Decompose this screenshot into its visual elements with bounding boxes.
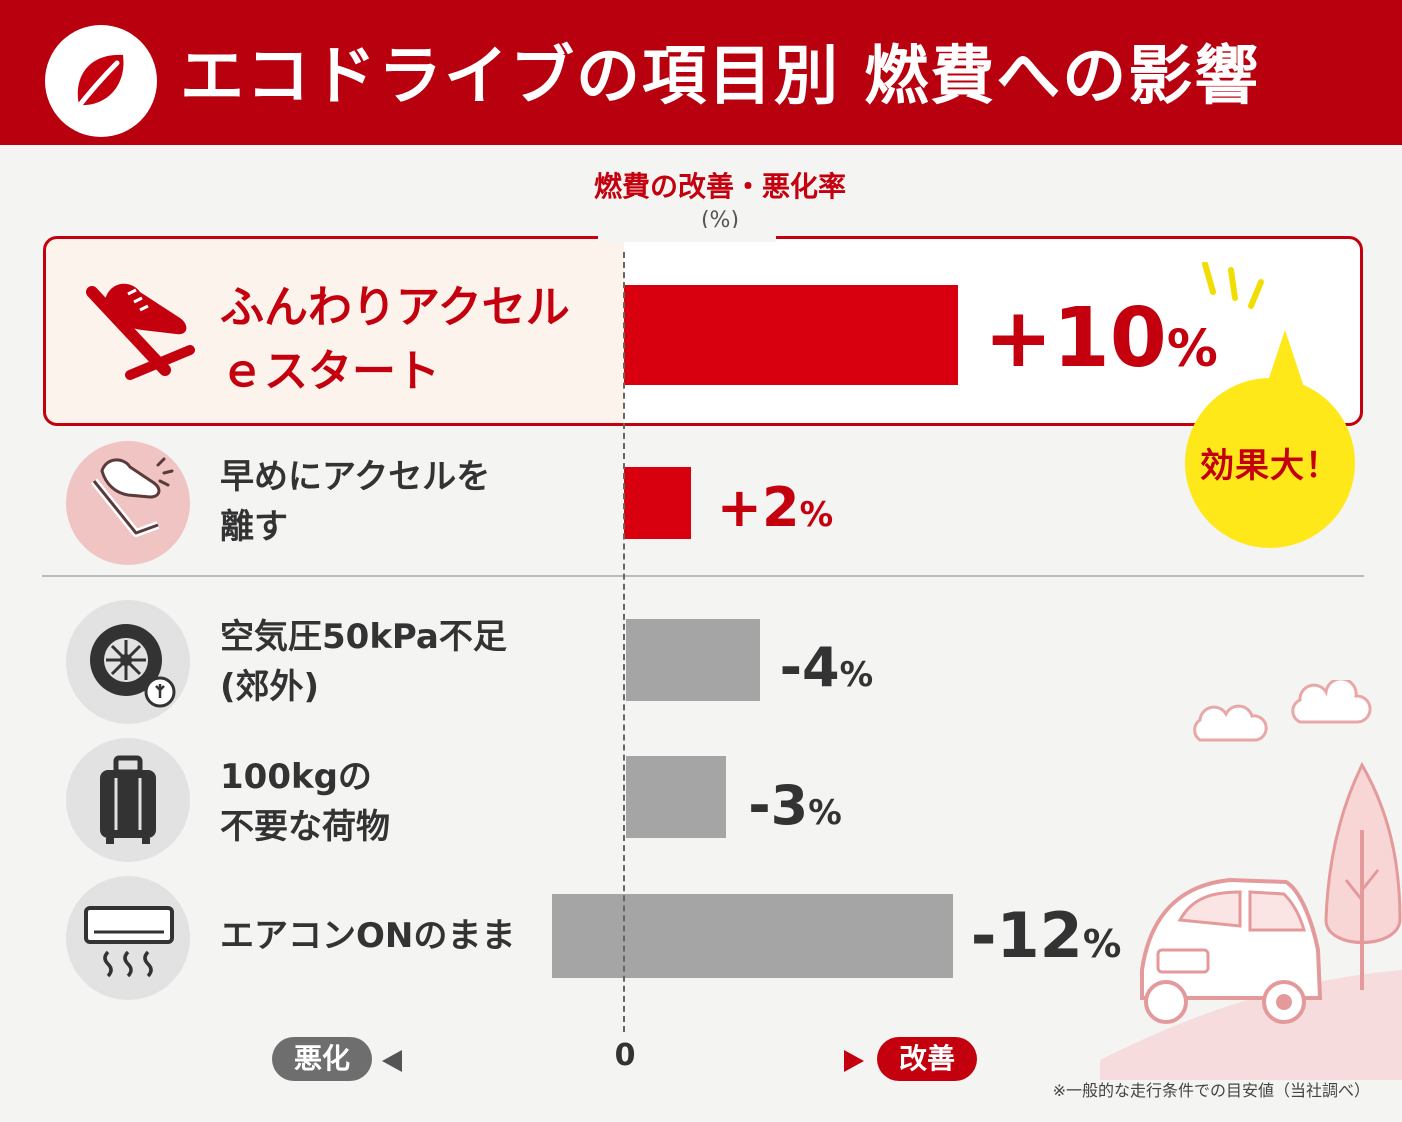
value-label-4: -12% [970,899,1122,972]
value-label-2: -4% [779,636,874,699]
chart-title: 燃費の改善・悪化率 [593,170,846,203]
category-label-0: ふんわりアクセル ｅスタート [220,282,570,397]
badge-tail [1255,330,1315,404]
value-label-1: +2% [716,476,834,539]
leaf-icon [45,25,157,137]
sparkle-rays-icon [1195,261,1275,326]
tire-icon [66,600,190,724]
bar-2 [626,619,760,701]
car-scenery-illustration [1100,677,1402,1084]
bar-3 [626,756,727,838]
better-label: 改善 [877,1037,977,1081]
section-divider [42,575,1364,577]
zero-tick-label: 0 [614,1038,636,1073]
shoe-pedal-icon [70,270,200,400]
value-label-0: +10% [984,291,1218,386]
category-label-2: 空気圧50kPa不足 (郊外) [220,617,507,707]
bar-4 [552,894,953,978]
worse-label: 悪化 [272,1037,372,1081]
category-label-3: 100kgの 不要な荷物 [220,757,390,847]
category-label-4: エアコンONのまま [220,916,516,956]
zero-line [623,252,625,1032]
footnote: ※一般的な走行条件での目安値（当社調べ） [1052,1081,1370,1100]
luggage-icon [66,738,190,862]
effect-badge-text: 効果大！ [1200,446,1340,486]
direction-arrows [380,1046,870,1080]
effect-badge [1185,378,1355,548]
air-conditioner-icon [66,876,190,1000]
gap-mask [598,228,776,242]
header-banner: エコドライブの項目別 燃費への影響 [0,0,1402,145]
bar-0 [624,285,958,385]
value-label-3: -3% [748,774,842,837]
bar-1 [624,467,691,539]
pedal-release-icon [66,441,190,565]
category-label-1: 早めにアクセルを 離す [220,457,491,547]
page-title: エコドライブの項目別 燃費への影響 [180,40,1261,114]
